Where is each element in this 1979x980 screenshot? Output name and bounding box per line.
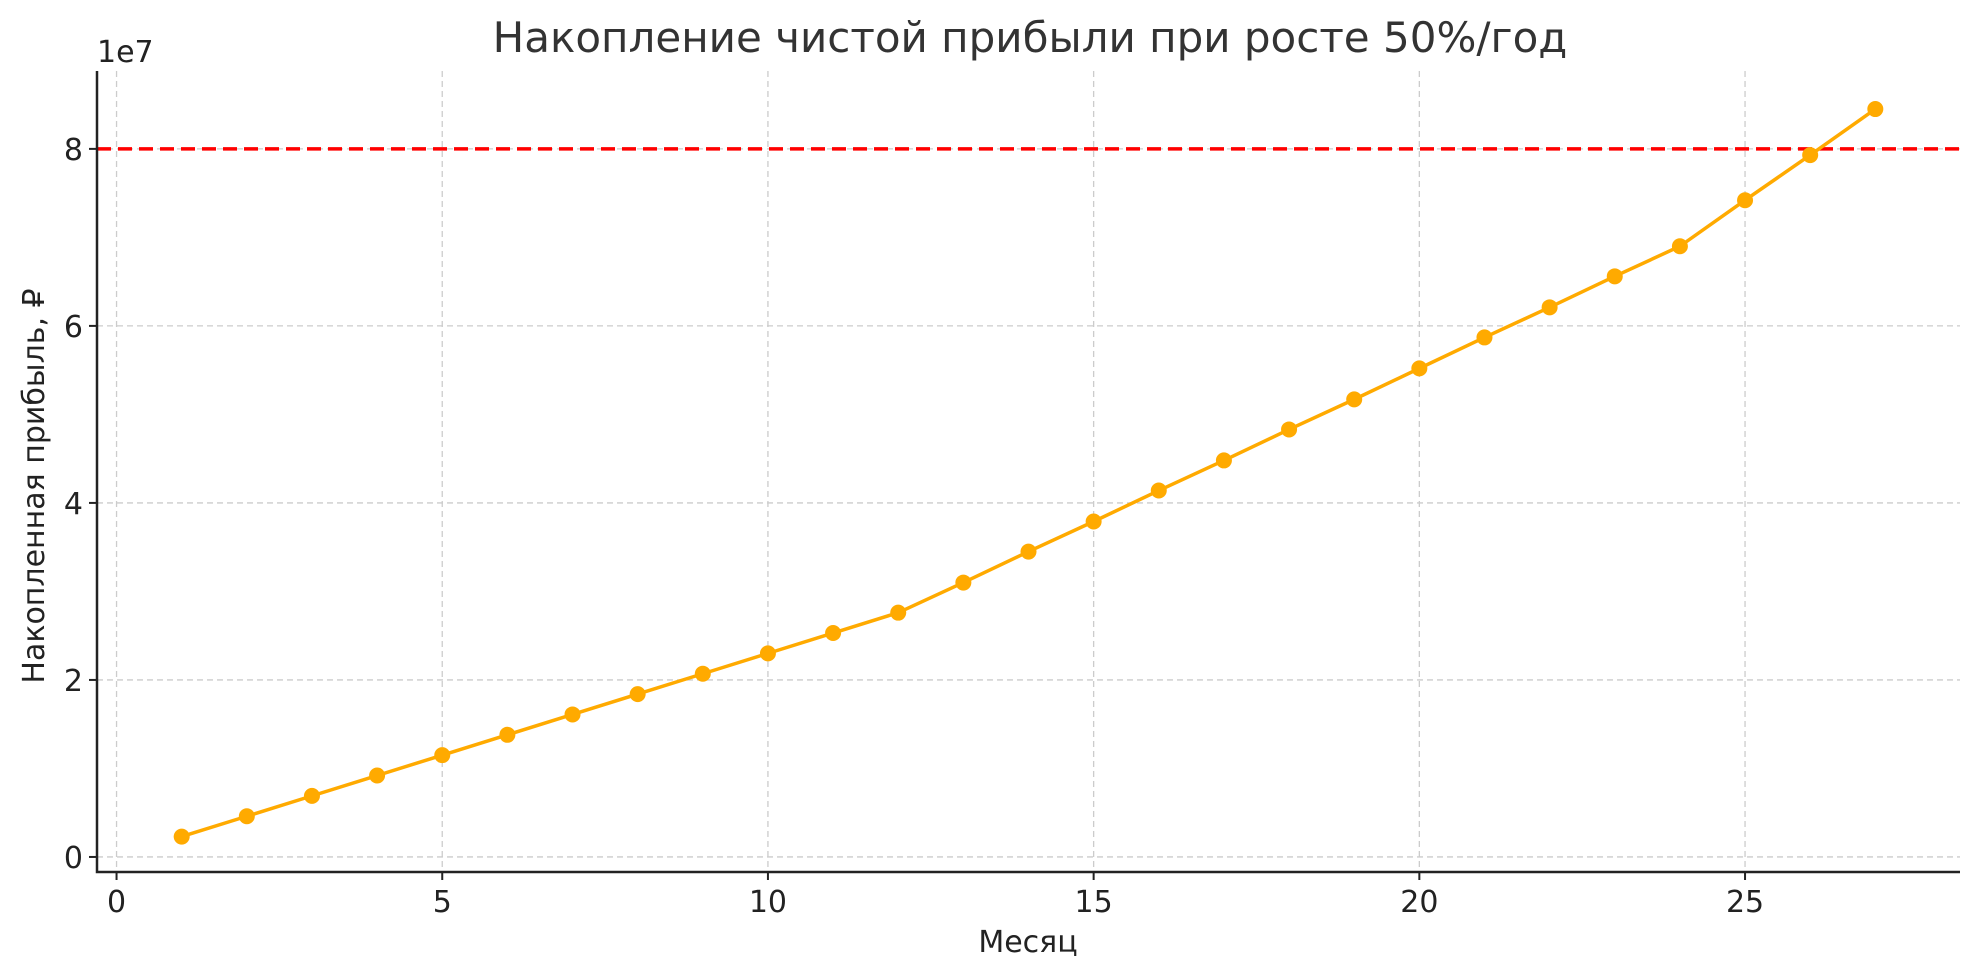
axis-spines <box>95 71 1960 874</box>
data-point-26 <box>1802 147 1819 164</box>
y-axis-offset-label: 1e7 <box>97 35 154 70</box>
data-point-23 <box>1606 268 1623 285</box>
data-point-8 <box>629 686 646 703</box>
x-axis-label: Месяц <box>978 925 1077 960</box>
data-point-5 <box>434 747 451 764</box>
y-tick-label-4: 8 <box>64 133 83 168</box>
data-point-11 <box>825 625 842 642</box>
y-tick-label-0: 0 <box>64 841 83 876</box>
x-tick-label-4: 20 <box>1400 885 1438 920</box>
series-group <box>173 101 1884 845</box>
data-point-16 <box>1150 482 1167 499</box>
data-point-12 <box>890 604 907 621</box>
axes: 0 5 10 15 20 25 0 2 4 6 8 <box>64 71 1960 920</box>
data-point-3 <box>303 787 320 804</box>
data-point-1 <box>173 828 190 845</box>
data-point-19 <box>1346 391 1363 408</box>
data-point-17 <box>1215 452 1232 469</box>
x-tick-label-5: 25 <box>1726 885 1764 920</box>
data-point-14 <box>1020 543 1037 560</box>
y-tick-label-1: 2 <box>64 664 83 699</box>
data-point-22 <box>1541 299 1558 316</box>
x-tick-label-0: 0 <box>107 885 126 920</box>
data-point-13 <box>955 574 972 591</box>
y-tick-label-2: 4 <box>64 487 83 522</box>
chart-title: Накопление чистой прибыли при росте 50%/… <box>493 13 1568 62</box>
data-point-21 <box>1476 329 1493 346</box>
data-point-18 <box>1281 421 1298 438</box>
data-point-2 <box>238 808 255 825</box>
y-axis-label: Накопленная прибыль, ₽ <box>17 288 52 683</box>
x-tick-label-2: 10 <box>749 885 787 920</box>
y-tick-label-3: 6 <box>64 310 83 345</box>
data-point-9 <box>694 665 711 682</box>
grid-lines <box>97 71 1960 872</box>
data-point-6 <box>499 726 516 743</box>
x-tick-label-1: 5 <box>433 885 452 920</box>
x-tick-label-3: 15 <box>1075 885 1113 920</box>
data-point-7 <box>564 706 581 723</box>
data-point-15 <box>1085 513 1102 530</box>
series-line-0 <box>181 107 1877 839</box>
data-point-20 <box>1411 360 1428 377</box>
data-point-25 <box>1737 192 1754 209</box>
data-point-4 <box>369 767 386 784</box>
data-point-27 <box>1867 101 1884 118</box>
data-point-10 <box>759 645 776 662</box>
data-point-24 <box>1671 238 1688 255</box>
